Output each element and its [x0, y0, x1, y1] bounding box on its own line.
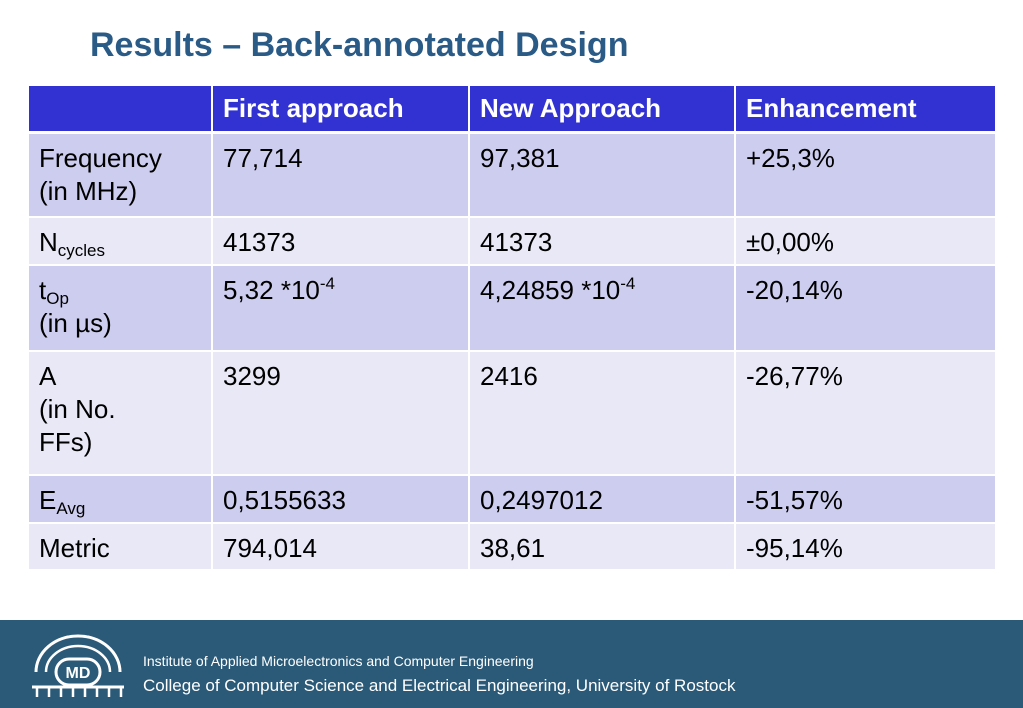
cell-new: 0,2497012: [469, 475, 736, 524]
table-row-ncycles: Ncycles 41373 41373 ±0,00%: [29, 217, 995, 266]
footer-institute: Institute of Applied Microelectronics an…: [143, 653, 534, 669]
label-line1: A: [39, 361, 57, 391]
table-header-row: First approach New Approach Enhancement: [29, 86, 995, 134]
cell-enhancement: -26,77%: [735, 351, 995, 476]
cell-enhancement: -51,57%: [735, 475, 995, 524]
label-main: N: [39, 227, 58, 257]
table-row-top: tOp (in µs) 5,32 *10-4 4,24859 *10-4 -20…: [29, 265, 995, 352]
slide-title: Results – Back-annotated Design: [90, 26, 629, 64]
cell-enhancement: ±0,00%: [735, 217, 995, 266]
cell-enhancement: +25,3%: [735, 132, 995, 218]
header-empty: [29, 86, 213, 134]
table-row-eavg: EAvg 0,5155633 0,2497012 -51,57%: [29, 475, 995, 524]
cell-first: 0,5155633: [212, 475, 470, 524]
row-label: EAvg: [29, 475, 213, 524]
cell-new: 97,381: [469, 132, 736, 218]
cell-enhancement: -20,14%: [735, 265, 995, 352]
value-exponent: -4: [620, 274, 636, 293]
label-line2: (in MHz): [39, 176, 138, 206]
cell-first: 77,714: [212, 132, 470, 218]
row-label: tOp (in µs): [29, 265, 213, 352]
cell-new: 38,61: [469, 523, 736, 571]
label-subscript: cycles: [57, 241, 106, 260]
cell-new: 4,24859 *10-4: [469, 265, 736, 352]
label-line1: Frequency: [39, 143, 162, 173]
label-line3: FFs): [39, 427, 93, 457]
label-line2: (in No.: [39, 394, 116, 424]
row-label: Frequency (in MHz): [29, 132, 213, 218]
label-line2: (in µs): [39, 308, 112, 338]
footer-bar: MD Institute of Applied Microelectronics…: [0, 620, 1023, 708]
cell-first: 794,014: [212, 523, 470, 571]
header-new-approach: New Approach: [469, 86, 736, 134]
cell-enhancement: -95,14%: [735, 523, 995, 571]
cell-first: 5,32 *10-4: [212, 265, 470, 352]
value-base: 4,24859 *10: [480, 275, 621, 305]
label-main: t: [39, 275, 47, 305]
value-base: 5,32 *10: [223, 275, 320, 305]
label-main: E: [39, 485, 57, 515]
cell-new: 41373: [469, 217, 736, 266]
label-subscript: Avg: [56, 499, 86, 518]
logo-text: MD: [66, 665, 91, 682]
row-label: A (in No. FFs): [29, 351, 213, 476]
table-row-frequency: Frequency (in MHz) 77,714 97,381 +25,3%: [29, 132, 995, 218]
header-enhancement: Enhancement: [735, 86, 995, 134]
results-table: First approach New Approach Enhancement …: [29, 86, 995, 571]
cell-first: 41373: [212, 217, 470, 266]
cell-new: 2416: [469, 351, 736, 476]
institute-logo-icon: MD: [32, 634, 124, 697]
footer-college: College of Computer Science and Electric…: [143, 676, 736, 695]
cell-first: 3299: [212, 351, 470, 476]
value-exponent: -4: [319, 274, 335, 293]
table-row-metric: Metric 794,014 38,61 -95,14%: [29, 523, 995, 571]
table-row-area: A (in No. FFs) 3299 2416 -26,77%: [29, 351, 995, 476]
header-first-approach: First approach: [212, 86, 470, 134]
row-label: Ncycles: [29, 217, 213, 266]
label-subscript: Op: [46, 289, 69, 308]
row-label: Metric: [29, 523, 213, 571]
